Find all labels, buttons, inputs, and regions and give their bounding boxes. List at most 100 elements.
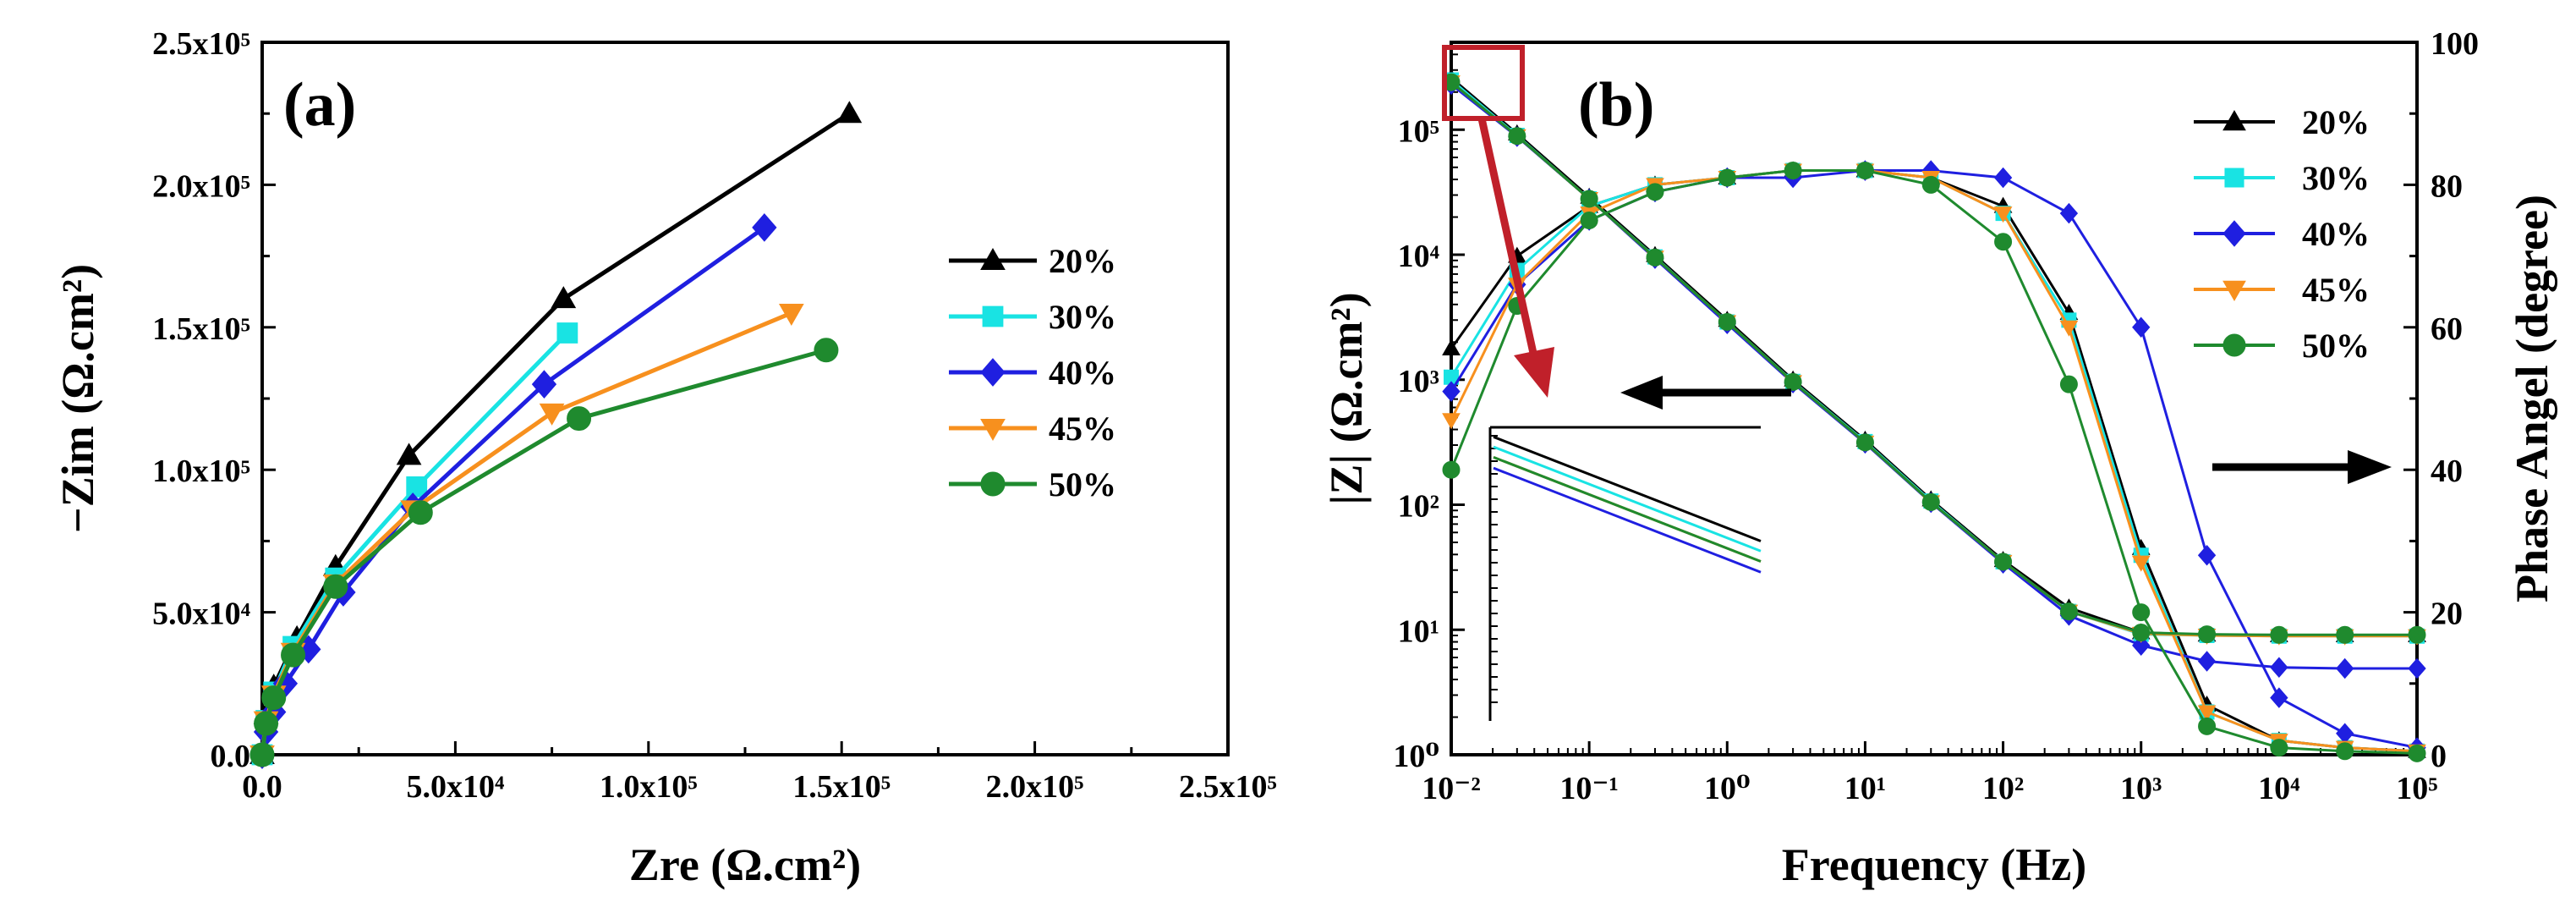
x-tick-label: 10¹ bbox=[1844, 771, 1886, 806]
legend-marker bbox=[982, 305, 1004, 327]
modulus-point bbox=[2408, 625, 2426, 644]
legend-label: 30% bbox=[2302, 159, 2370, 197]
y-tick-label: 0.0 bbox=[211, 739, 251, 774]
phase-point bbox=[1442, 339, 1461, 356]
data-point bbox=[539, 403, 565, 426]
modulus-point bbox=[2336, 625, 2354, 644]
data-point bbox=[323, 574, 348, 599]
data-point bbox=[836, 101, 863, 124]
phase-point bbox=[1442, 413, 1461, 430]
y-right-axis-title: Phase Angel (degree) bbox=[2507, 195, 2557, 602]
phase-point bbox=[1921, 175, 1940, 194]
y-tick-label: 10¹ bbox=[1398, 613, 1439, 649]
modulus-point bbox=[2197, 651, 2217, 672]
legend-marker bbox=[980, 358, 1006, 387]
data-point bbox=[408, 500, 433, 525]
y-tick-label: 1.0x10⁵ bbox=[152, 454, 250, 489]
data-point bbox=[778, 303, 804, 326]
zoom-arrow-line bbox=[1477, 118, 1542, 373]
legend-marker bbox=[980, 419, 1006, 442]
x-axis-title: Frequency (Hz) bbox=[1782, 839, 2086, 890]
data-point bbox=[249, 742, 275, 767]
data-point bbox=[261, 685, 287, 711]
inset-zoom bbox=[1488, 426, 1762, 721]
phase-point bbox=[1444, 369, 1459, 385]
legend-label: 40% bbox=[2302, 215, 2370, 253]
x-axis-title: Zre (Ω.cm²) bbox=[629, 839, 861, 890]
data-point bbox=[406, 476, 428, 498]
x-tick-label: 10⁵ bbox=[2396, 771, 2437, 806]
modulus-point bbox=[1921, 492, 1940, 511]
x-tick-label: 10² bbox=[1982, 771, 2024, 806]
phase-point bbox=[2197, 705, 2217, 722]
y-tick-label: 10³ bbox=[1398, 364, 1439, 399]
phase-point bbox=[1442, 381, 1461, 402]
series-line bbox=[260, 225, 766, 756]
legend-label: 30% bbox=[1049, 298, 1116, 336]
phase-point bbox=[2270, 687, 2288, 708]
modulus-point bbox=[1718, 312, 1736, 331]
phase-point bbox=[2131, 555, 2151, 572]
phase-point bbox=[2198, 717, 2217, 735]
phase-point bbox=[1784, 162, 1802, 180]
legend-label: 50% bbox=[2302, 327, 2370, 365]
legend-marker bbox=[2222, 280, 2246, 302]
phase-point bbox=[1718, 168, 1736, 187]
phase-point bbox=[1993, 167, 2013, 189]
modulus-point bbox=[1580, 190, 1598, 208]
phase-point bbox=[2270, 739, 2288, 757]
modulus-point bbox=[2198, 625, 2217, 644]
right-axis-arrow-head bbox=[2348, 450, 2392, 484]
inset-series-line bbox=[1493, 455, 1762, 563]
data-point bbox=[752, 213, 777, 242]
modulus-point bbox=[2132, 635, 2151, 656]
x-tick-label: 10⁻¹ bbox=[1559, 771, 1618, 806]
legend-label: 50% bbox=[1049, 465, 1116, 503]
left-axis-arrow-head bbox=[1620, 376, 1663, 410]
phase-point bbox=[2059, 202, 2079, 224]
modulus-point bbox=[1508, 127, 1526, 146]
y-tick-label: 10⁵ bbox=[1398, 113, 1439, 149]
legend-label: 20% bbox=[1049, 242, 1116, 280]
legend-marker bbox=[2222, 109, 2246, 131]
phase-point bbox=[1855, 162, 1874, 180]
y-tick-label: 10² bbox=[1398, 489, 1439, 525]
y-tick-label: 2.0x10⁵ bbox=[152, 168, 250, 204]
modulus-point bbox=[2408, 657, 2426, 679]
modulus-point bbox=[1784, 372, 1802, 391]
x-tick-label: 2.0x10⁵ bbox=[986, 769, 1084, 805]
data-point bbox=[814, 338, 839, 363]
x-tick-label: 1.5x10⁵ bbox=[792, 769, 891, 805]
y-right-tick-label: 80 bbox=[2431, 168, 2463, 204]
legend-label: 45% bbox=[2302, 271, 2370, 309]
data-point bbox=[396, 443, 422, 465]
series-30% bbox=[251, 322, 578, 766]
phase-point bbox=[2059, 375, 2078, 393]
panel-label-b: (b) bbox=[1578, 70, 1654, 140]
y-right-tick-label: 0 bbox=[2431, 739, 2447, 774]
y-right-tick-label: 100 bbox=[2431, 26, 2479, 62]
phase-point bbox=[2059, 320, 2079, 337]
legend-label: 45% bbox=[1049, 410, 1116, 448]
data-point bbox=[567, 406, 592, 431]
inset-series-line bbox=[1493, 435, 1762, 542]
x-tick-label: 10³ bbox=[2120, 771, 2162, 806]
phase-point bbox=[1994, 233, 2013, 251]
modulus-point bbox=[2270, 625, 2288, 644]
x-tick-label: 10⁰ bbox=[1704, 771, 1751, 806]
legend-marker bbox=[2222, 333, 2246, 357]
y-right-tick-label: 40 bbox=[2431, 454, 2463, 489]
modulus-point bbox=[2336, 657, 2354, 679]
phase-point bbox=[2197, 544, 2217, 566]
inset-background bbox=[1490, 427, 1761, 721]
series-50% bbox=[249, 338, 839, 767]
inset-series-line bbox=[1493, 445, 1762, 553]
legend-marker bbox=[2222, 220, 2246, 247]
data-point bbox=[254, 711, 279, 736]
y-axis-title: |Z| (Ω.cm²) bbox=[1321, 292, 1372, 504]
series-line bbox=[260, 331, 569, 756]
modulus-point bbox=[2132, 624, 2151, 642]
phase-point bbox=[2132, 316, 2151, 338]
y-tick-label: 10⁰ bbox=[1393, 739, 1439, 774]
